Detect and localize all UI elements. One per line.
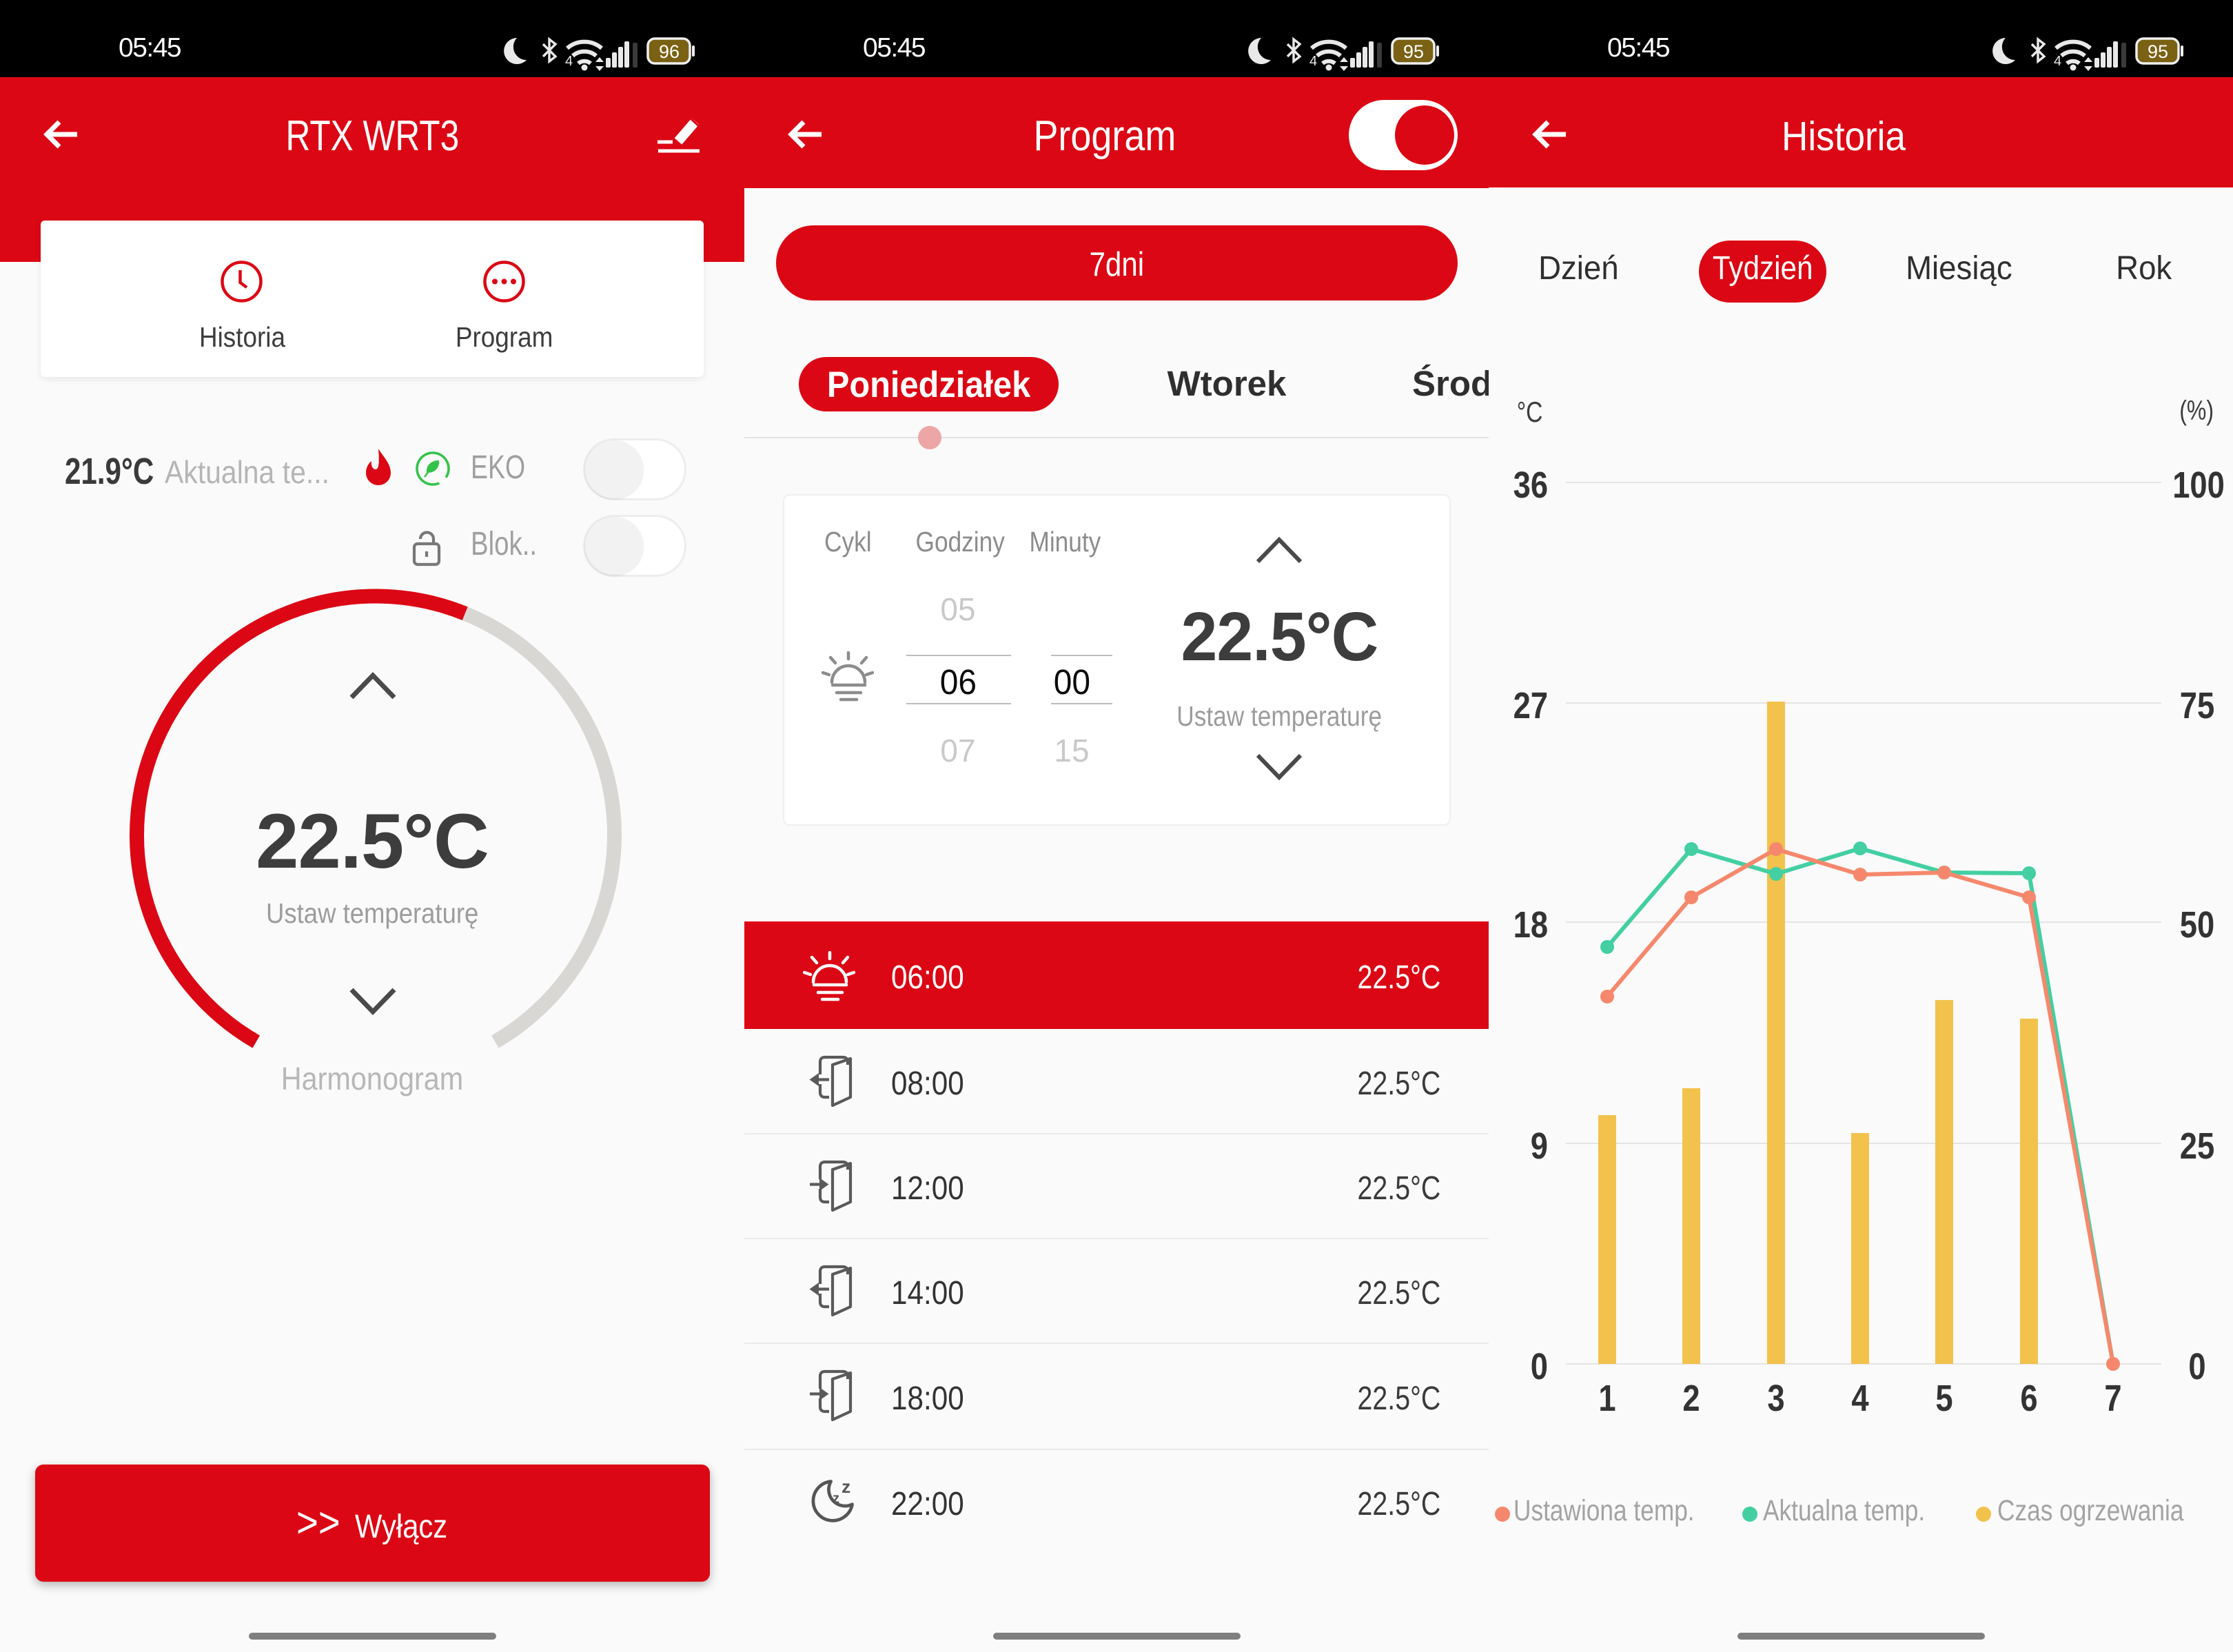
svg-text:4: 4	[2054, 54, 2061, 69]
svg-text:z: z	[842, 1476, 850, 1497]
svg-text:95: 95	[2148, 41, 2168, 62]
svg-text:4: 4	[565, 54, 573, 69]
svg-text:4: 4	[1309, 54, 1317, 69]
svg-text:96: 96	[659, 41, 680, 62]
svg-text:z: z	[833, 1491, 839, 1506]
svg-text:95: 95	[1403, 41, 1424, 62]
